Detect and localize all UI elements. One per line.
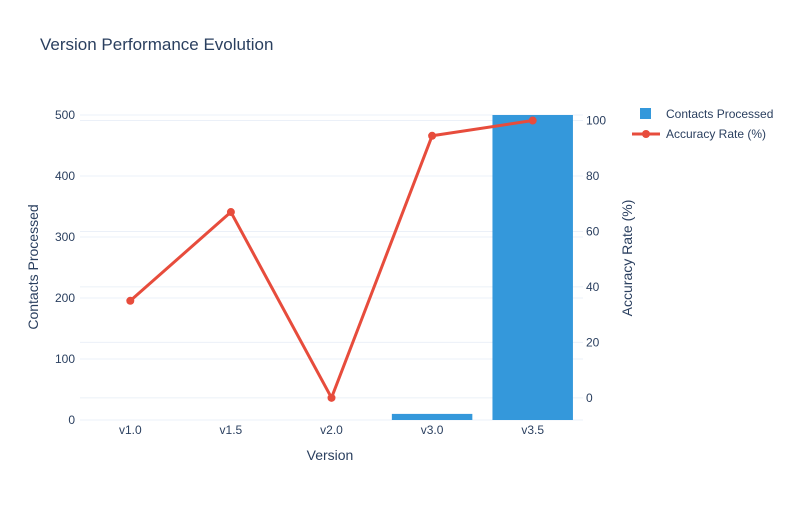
accuracy-point: [528, 116, 537, 125]
x-tick-label: v1.0: [119, 423, 142, 437]
left-axis-ticks: 0 100 200 300 400 500: [55, 108, 75, 427]
accuracy-line: [129, 119, 533, 400]
right-axis-ticks: 0 20 40 60 80 100: [586, 114, 606, 405]
x-tick-label: v3.0: [421, 423, 444, 437]
right-tick-label: 80: [586, 169, 600, 183]
right-tick-label: 40: [586, 280, 600, 294]
legend[interactable]: Contacts Processed Accuracy Rate (%): [632, 107, 773, 141]
legend-item-contacts[interactable]: Contacts Processed: [640, 107, 773, 121]
legend-item-accuracy[interactable]: Accuracy Rate (%): [632, 127, 766, 141]
accuracy-point: [327, 393, 336, 402]
right-tick-label: 0: [586, 391, 593, 405]
accuracy-point: [126, 296, 135, 305]
x-axis-ticks: v1.0 v1.5 v2.0 v3.0 v3.5: [119, 423, 544, 437]
left-axis-title: Contacts Processed: [25, 204, 41, 329]
accuracy-point: [428, 131, 437, 140]
right-tick-label: 20: [586, 335, 600, 349]
x-tick-label: v3.5: [521, 423, 544, 437]
line-series: [126, 116, 537, 402]
x-tick-label: v1.5: [220, 423, 243, 437]
left-tick-label: 100: [55, 352, 75, 366]
bar: [391, 413, 473, 420]
accuracy-point: [226, 208, 235, 217]
left-tick-label: 500: [55, 108, 75, 122]
left-tick-label: 200: [55, 291, 75, 305]
right-tick-label: 100: [586, 114, 606, 128]
legend-label-contacts: Contacts Processed: [666, 107, 773, 121]
left-tick-label: 300: [55, 230, 75, 244]
x-tick-label: v2.0: [320, 423, 343, 437]
bar-series: [391, 115, 573, 420]
legend-swatch-bar: [640, 108, 651, 119]
legend-label-accuracy: Accuracy Rate (%): [666, 127, 766, 141]
right-axis-title: Accuracy Rate (%): [619, 200, 635, 317]
chart-title: Version Performance Evolution: [40, 35, 273, 54]
bar: [492, 115, 573, 420]
right-tick-label: 60: [586, 224, 600, 238]
x-axis-title: Version: [307, 447, 354, 463]
legend-swatch-marker: [642, 130, 650, 138]
left-tick-label: 400: [55, 169, 75, 183]
left-tick-label: 0: [68, 413, 75, 427]
